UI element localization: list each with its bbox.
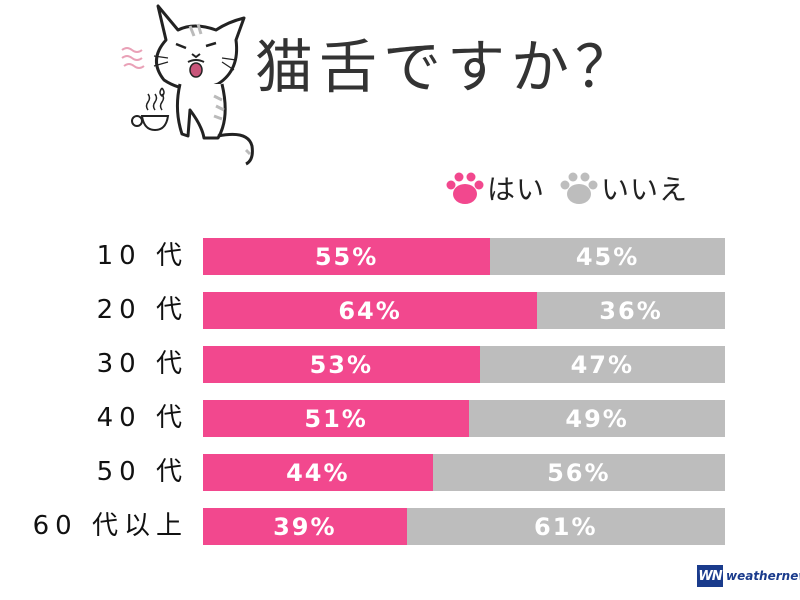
bar-segment-yes: 53% xyxy=(203,346,480,383)
bar-row: 64% 36% xyxy=(203,292,725,329)
paw-pink-icon xyxy=(446,172,484,204)
legend-label-yes: はい xyxy=(487,173,546,206)
bar-segment-yes: 39% xyxy=(203,508,407,545)
bar-row: 44% 56% xyxy=(203,454,725,491)
paw-gray-icon xyxy=(560,172,598,204)
bar-row: 39% 61% xyxy=(203,508,725,545)
bar-segment-no: 36% xyxy=(537,292,725,329)
bar-segment-no: 61% xyxy=(406,508,725,545)
weathernews-logo: WN weathernews xyxy=(697,565,800,587)
bar-segment-yes: 55% xyxy=(203,238,491,275)
bar-segment-yes: 64% xyxy=(203,292,538,329)
legend-item-yes: はい xyxy=(445,168,545,208)
bar-segment-no: 49% xyxy=(469,400,725,437)
legend: はい いいえ xyxy=(445,168,702,208)
bar-segment-yes: 51% xyxy=(203,400,470,437)
cat-illustration xyxy=(118,0,378,170)
bar-row: 55% 45% xyxy=(203,238,725,275)
row-label: 20 代 xyxy=(96,295,188,325)
bar-segment-no: 45% xyxy=(490,238,725,275)
bar-row: 51% 49% xyxy=(203,400,725,437)
chart-title: 猫舌ですか？ xyxy=(255,33,640,101)
row-label: 40 代 xyxy=(96,403,188,433)
legend-label-no: いいえ xyxy=(601,173,689,206)
bar-segment-no: 56% xyxy=(432,454,725,491)
row-label: 60 代以上 xyxy=(32,511,188,541)
bar-segment-yes: 44% xyxy=(203,454,433,491)
bar-segment-no: 47% xyxy=(479,346,725,383)
logo-text: weathernews xyxy=(726,569,800,583)
legend-item-no: いいえ xyxy=(559,168,688,208)
row-label: 30 代 xyxy=(96,349,188,379)
wn-logo-mark: WN xyxy=(697,565,723,587)
row-label: 50 代 xyxy=(96,457,188,487)
row-label: 10 代 xyxy=(96,241,188,271)
bar-row: 53% 47% xyxy=(203,346,725,383)
